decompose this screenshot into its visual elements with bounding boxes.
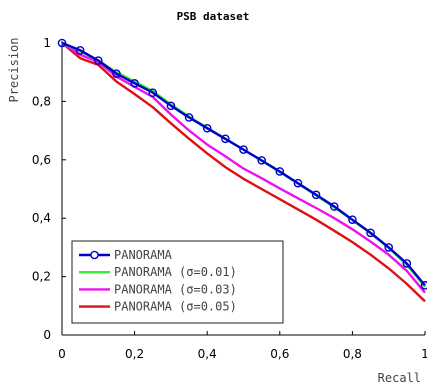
y-tick-label: 0,6 — [32, 153, 51, 167]
x-tick-label: 1 — [421, 347, 427, 361]
x-tick-label: 0,2 — [125, 347, 144, 361]
x-tick-label: 0,6 — [270, 347, 289, 361]
y-tick-label: 0,2 — [32, 270, 51, 284]
data-point — [293, 178, 303, 188]
y-tick-label: 0 — [43, 328, 51, 342]
legend-label: PANORAMA (σ=0.05) — [114, 300, 237, 314]
data-point — [112, 69, 121, 78]
series-line-3 — [61, 42, 426, 303]
data-point — [57, 38, 67, 48]
series-lines — [57, 38, 427, 303]
x-tick-label: 0 — [58, 347, 66, 361]
data-point — [257, 156, 266, 165]
data-point — [166, 101, 176, 111]
data-point — [329, 202, 339, 211]
y-tick-label: 1 — [43, 36, 51, 50]
legend-marker — [90, 250, 99, 260]
x-axis-label: Recall — [378, 371, 421, 385]
data-point — [184, 113, 194, 122]
legend-label: PANORAMA (σ=0.01) — [114, 265, 237, 279]
y-axis-label: Precision — [7, 37, 21, 102]
data-point — [366, 228, 375, 238]
data-point — [239, 145, 248, 154]
y-tick-label: 0,8 — [32, 94, 51, 108]
x-tick-label: 0,4 — [198, 347, 217, 361]
data-point — [148, 88, 158, 97]
chart-title: PSB dataset — [177, 10, 250, 23]
data-point — [94, 56, 103, 65]
axis-ticks: 00 0,2 0,2 0,4 0,4 0,6 0,6 0,8 0,8 1 1 — [32, 36, 427, 361]
data-point — [75, 46, 85, 55]
data-point — [221, 134, 230, 144]
legend-label: PANORAMA (σ=0.03) — [114, 282, 237, 296]
y-tick-label: 0,4 — [32, 211, 51, 225]
data-point — [130, 78, 139, 88]
x-tick-label: 0,8 — [343, 347, 362, 361]
legend-label: PANORAMA — [114, 248, 173, 262]
data-point — [275, 167, 285, 176]
data-point — [384, 243, 394, 252]
legend: PANORAMA PANORAMA (σ=0.01) PANORAMA (σ=0.0… — [71, 240, 284, 324]
data-point — [420, 281, 427, 290]
series-line-0 — [61, 41, 426, 287]
plot-area — [61, 41, 425, 336]
data-point — [311, 190, 321, 200]
series-line-2 — [61, 41, 426, 294]
data-point — [348, 215, 357, 224]
data-point — [202, 123, 212, 133]
data-point — [402, 259, 412, 268]
